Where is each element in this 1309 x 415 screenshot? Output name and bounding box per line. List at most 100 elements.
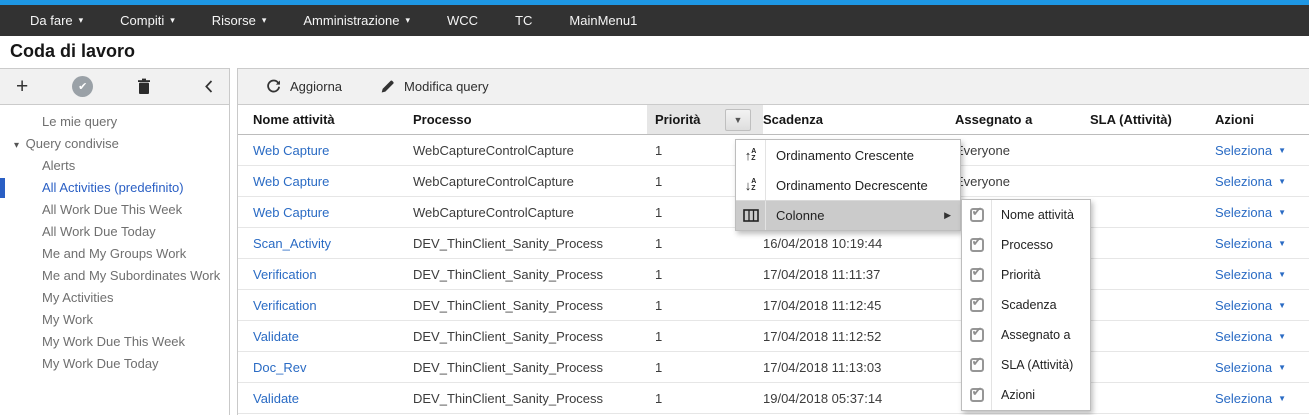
column-toggle-item[interactable]: ✔ Processo bbox=[962, 230, 1090, 260]
column-header-processo[interactable]: Processo bbox=[413, 112, 472, 127]
check-icon: ✔ bbox=[971, 204, 983, 219]
table-row: Scan_Activity DEV_ThinClient_Sanity_Proc… bbox=[238, 228, 1309, 259]
row-action-select[interactable]: Seleziona ▼ bbox=[1215, 329, 1309, 344]
column-toggle-label: Processo bbox=[1001, 238, 1054, 252]
sidebar-query-item[interactable]: ▾ All Activities (predefinito) bbox=[0, 177, 229, 199]
row-action-select[interactable]: Seleziona ▼ bbox=[1215, 360, 1309, 375]
check-icon: ✔ bbox=[971, 324, 983, 339]
checked-checkbox-icon[interactable]: ✔ bbox=[969, 294, 984, 312]
sidebar-query-item[interactable]: ▾ Me and My Subordinates Work bbox=[0, 265, 229, 287]
activity-name-link[interactable]: Web Capture bbox=[253, 204, 330, 220]
column-toggle-label: Azioni bbox=[1001, 388, 1036, 402]
row-action-select[interactable]: Seleziona ▼ bbox=[1215, 267, 1309, 282]
checked-checkbox-icon[interactable]: ✔ bbox=[969, 264, 984, 282]
sla-cell bbox=[1090, 267, 1215, 282]
due-date-cell: 16/04/2018 10:19:44 bbox=[763, 235, 883, 251]
column-toggle-item[interactable]: ✔ Nome attività bbox=[962, 200, 1090, 230]
sidebar-query-item[interactable]: ▾ Le mie query bbox=[0, 111, 229, 133]
activity-name-link[interactable]: Web Capture bbox=[253, 142, 330, 158]
complete-button[interactable]: ✔ bbox=[72, 76, 94, 97]
trash-icon bbox=[138, 78, 151, 94]
chevron-down-icon: ▼ bbox=[1278, 176, 1287, 186]
sidebar-query-item[interactable]: ▾ All Work Due This Week bbox=[0, 199, 229, 221]
row-action-select[interactable]: Seleziona ▼ bbox=[1215, 236, 1309, 251]
row-action-select[interactable]: Seleziona ▼ bbox=[1215, 205, 1309, 220]
activity-name-link[interactable]: Validate bbox=[253, 328, 300, 344]
sidebar-query-item[interactable]: ▾ Query condivise bbox=[0, 133, 229, 155]
sort-descending-label: Ordinamento Decrescente bbox=[776, 177, 928, 193]
collapse-sidebar-button[interactable] bbox=[204, 80, 213, 93]
edit-query-button[interactable]: Modifica query bbox=[380, 79, 489, 94]
column-toggle-item[interactable]: ✔ Azioni bbox=[962, 380, 1090, 410]
select-action-label: Seleziona bbox=[1215, 297, 1273, 313]
add-query-button[interactable]: + bbox=[16, 76, 28, 97]
chevron-down-icon: ▾ bbox=[261, 15, 267, 25]
menu-item-sort-descending[interactable]: ↓ A Z Ordinamento Decrescente bbox=[736, 170, 960, 200]
sidebar-query-item[interactable]: ▾ Me and My Groups Work bbox=[0, 243, 229, 265]
sidebar-query-item[interactable]: ▾ My Work Due Today bbox=[0, 353, 229, 375]
refresh-button[interactable]: Aggiorna bbox=[266, 79, 342, 94]
activity-name-link[interactable]: Web Capture bbox=[253, 173, 330, 189]
column-header-assegnato-a[interactable]: Assegnato a bbox=[955, 112, 1033, 127]
row-action-select[interactable]: Seleziona ▼ bbox=[1215, 143, 1309, 158]
column-toggle-label: Assegnato a bbox=[1001, 328, 1071, 342]
column-toggle-item[interactable]: ✔ Priorità bbox=[962, 260, 1090, 290]
nav-menu-item[interactable]: Risorse ▾ bbox=[212, 13, 267, 28]
list-toolbar: Aggiorna Modifica query bbox=[238, 68, 1309, 105]
checked-checkbox-icon[interactable]: ✔ bbox=[969, 204, 984, 222]
check-circle-icon: ✔ bbox=[72, 76, 94, 97]
menu-item-colonne[interactable]: Colonne ▶ bbox=[736, 200, 960, 230]
activity-name-link[interactable]: Verification bbox=[253, 297, 317, 313]
row-action-select[interactable]: Seleziona ▼ bbox=[1215, 391, 1309, 406]
nav-menu-item[interactable]: Amministrazione ▾ bbox=[303, 13, 410, 28]
nav-menu-item[interactable]: TC ▾ bbox=[515, 13, 532, 28]
sidebar-query-item[interactable]: ▾ All Work Due Today bbox=[0, 221, 229, 243]
menu-item-sort-ascending[interactable]: ↑ A Z Ordinamento Crescente bbox=[736, 140, 960, 170]
delete-query-button[interactable] bbox=[137, 78, 151, 95]
sidebar-query-item[interactable]: ▾ Alerts bbox=[0, 155, 229, 177]
column-header-scadenza[interactable]: Scadenza bbox=[763, 112, 823, 127]
column-header-priorita[interactable]: Priorità ▼ bbox=[647, 105, 763, 134]
query-tree: ▾ Le mie query ▾ Query condivise ▾ Alert… bbox=[0, 105, 229, 375]
chevron-down-icon: ▾ bbox=[78, 15, 84, 25]
nav-menu-item[interactable]: WCC ▾ bbox=[447, 13, 478, 28]
column-menu-button[interactable]: ▼ bbox=[725, 108, 751, 131]
column-toggle-item[interactable]: ✔ Scadenza bbox=[962, 290, 1090, 320]
query-item-label: My Work Due This Week bbox=[42, 334, 186, 349]
nav-menu-item[interactable]: MainMenu1 ▾ bbox=[569, 13, 637, 28]
activity-name-link[interactable]: Doc_Rev bbox=[253, 359, 307, 375]
column-header-nome-attivita[interactable]: Nome attività bbox=[253, 112, 335, 127]
check-icon: ✔ bbox=[971, 354, 983, 369]
checked-checkbox-icon[interactable]: ✔ bbox=[969, 354, 984, 372]
checkbox-cell: ✔ bbox=[962, 290, 992, 320]
chevron-down-icon: ▼ bbox=[733, 114, 743, 125]
checked-checkbox-icon[interactable]: ✔ bbox=[969, 324, 984, 342]
select-action-label: Seleziona bbox=[1215, 328, 1273, 344]
column-toggle-item[interactable]: ✔ Assegnato a bbox=[962, 320, 1090, 350]
due-date-cell: 19/04/2018 05:37:14 bbox=[763, 390, 883, 406]
sidebar-query-item[interactable]: ▾ My Activities bbox=[0, 287, 229, 309]
row-action-select[interactable]: Seleziona ▼ bbox=[1215, 174, 1309, 189]
column-toggle-item[interactable]: ✔ SLA (Attività) bbox=[962, 350, 1090, 380]
sidebar-splitter[interactable] bbox=[230, 68, 237, 415]
sort-descending-icon: ↓ A Z bbox=[736, 170, 766, 200]
process-cell: DEV_ThinClient_Sanity_Process bbox=[413, 328, 604, 344]
nav-menu-label: Amministrazione bbox=[303, 13, 400, 28]
collapse-triangle-icon[interactable]: ▾ bbox=[14, 140, 20, 151]
activity-name-link[interactable]: Verification bbox=[253, 266, 317, 282]
nav-menu-item[interactable]: Compiti ▾ bbox=[120, 13, 175, 28]
activity-name-link[interactable]: Scan_Activity bbox=[253, 235, 332, 251]
select-action-label: Seleziona bbox=[1215, 142, 1273, 158]
activity-name-link[interactable]: Validate bbox=[253, 390, 300, 406]
column-header-azioni[interactable]: Azioni bbox=[1215, 112, 1254, 127]
column-header-sla[interactable]: SLA (Attività) bbox=[1090, 112, 1172, 127]
assignee-cell: Everyone bbox=[955, 173, 1010, 189]
nav-menu-item[interactable]: Da fare ▾ bbox=[30, 13, 83, 28]
checked-checkbox-icon[interactable]: ✔ bbox=[969, 234, 984, 252]
colonne-label: Colonne bbox=[776, 208, 825, 223]
checked-checkbox-icon[interactable]: ✔ bbox=[969, 384, 984, 402]
sla-cell bbox=[1090, 205, 1215, 220]
sidebar-query-item[interactable]: ▾ My Work bbox=[0, 309, 229, 331]
sidebar-query-item[interactable]: ▾ My Work Due This Week bbox=[0, 331, 229, 353]
row-action-select[interactable]: Seleziona ▼ bbox=[1215, 298, 1309, 313]
